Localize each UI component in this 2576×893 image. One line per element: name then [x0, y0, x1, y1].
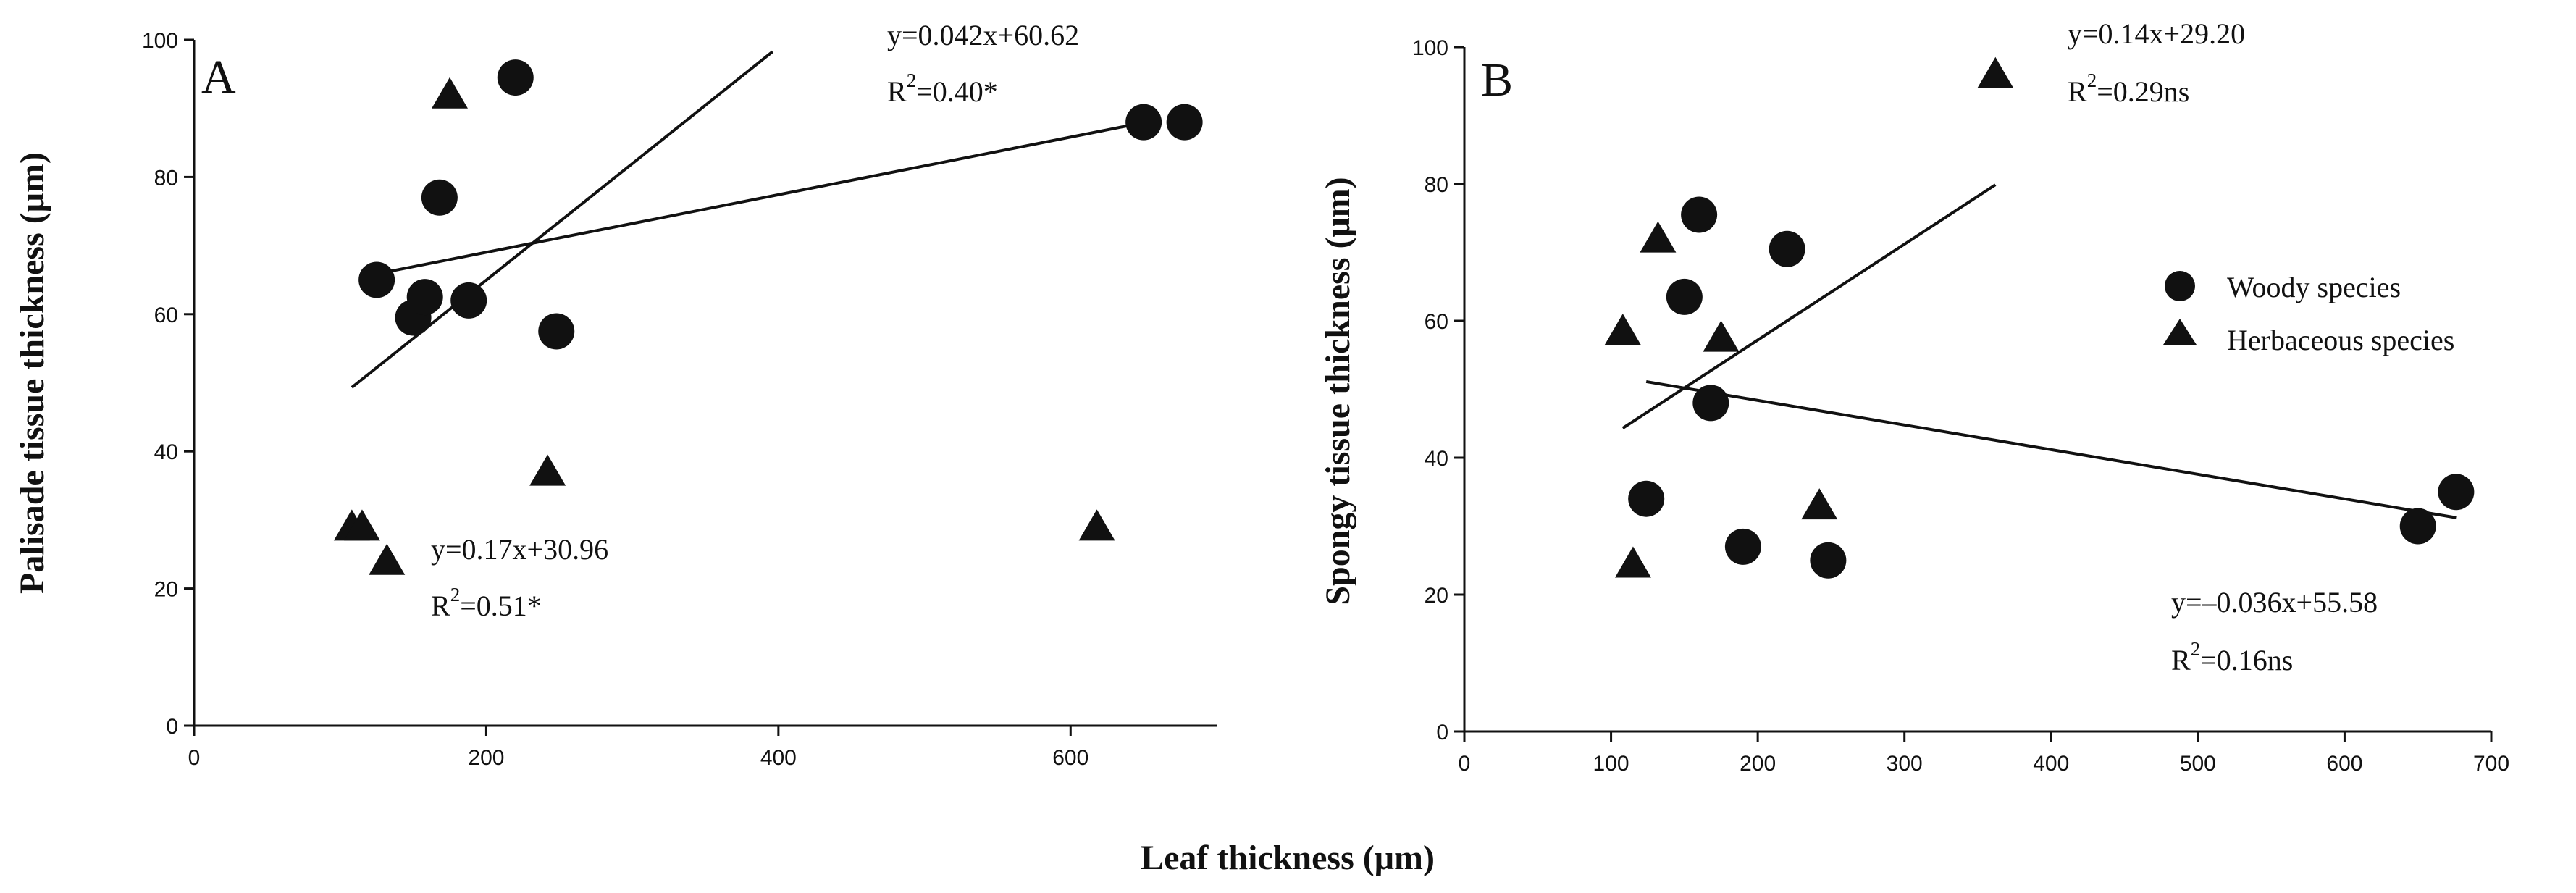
y-tick-label: 20 — [1425, 584, 1448, 608]
y-tick-label: 0 — [1436, 721, 1448, 745]
panel-b-herb-fit-line — [1621, 183, 1997, 429]
panel-a-woody-fit-line — [376, 121, 1144, 276]
panel-a-herb-r2: R2=0.51* — [431, 584, 542, 622]
woody-point — [497, 59, 534, 96]
r2-value: =0.40* — [916, 75, 998, 108]
r2-symbol: R — [2171, 644, 2191, 676]
panel-b: B Spongy tissue thickness (μm) 020406080… — [1319, 17, 2509, 776]
herbaceous-point — [1604, 314, 1641, 345]
woody-point — [1681, 196, 1718, 233]
r2-value: =0.29ns — [2097, 75, 2189, 108]
panel-b-axes: 0 20 40 60 80 100 0 100 200 300 400 500 600 700 — [1412, 36, 2509, 776]
legend-triangle-marker — [2163, 319, 2197, 345]
r2-symbol: R — [887, 75, 907, 108]
y-tick-label: 100 — [1412, 36, 1448, 60]
panel-b-herb-r2: R2=0.29ns — [2068, 70, 2189, 108]
herbaceous-point — [1078, 509, 1115, 541]
x-tick-label: 600 — [1052, 746, 1088, 770]
panel-b-herb-equation: y=0.14x+29.20 — [2068, 17, 2245, 50]
woody-point — [1125, 104, 1162, 141]
panel-b-woody-equation: y=–0.036x+55.58 — [2171, 586, 2378, 619]
panel-b-label: B — [1481, 54, 1513, 106]
y-tick-label: 20 — [154, 578, 178, 602]
y-tick-label: 60 — [1425, 310, 1448, 334]
panel-a-label: A — [201, 51, 236, 104]
woody-point — [1628, 480, 1665, 517]
woody-point — [1769, 230, 1805, 267]
y-tick-label: 0 — [166, 715, 178, 739]
y-tick-label: 100 — [142, 29, 178, 53]
panel-b-fit-lines — [1621, 183, 2457, 519]
x-tick-label: 200 — [468, 746, 504, 770]
x-tick-label: 700 — [2473, 752, 2509, 776]
x-tick-label: 0 — [1459, 752, 1471, 776]
woody-point — [1810, 542, 1847, 579]
x-tick-label: 500 — [2180, 752, 2216, 776]
woody-point — [1666, 278, 1703, 315]
x-tick-label: 400 — [2033, 752, 2069, 776]
panel-b-points — [1604, 56, 2475, 579]
woody-point — [450, 282, 487, 319]
herbaceous-point — [529, 454, 566, 486]
r2-symbol: R — [431, 590, 450, 622]
legend-circle-marker — [2165, 271, 2195, 301]
woody-point — [538, 313, 575, 350]
herbaceous-point — [1614, 546, 1651, 578]
panel-a-woody-equation: y=0.042x+60.62 — [887, 19, 1079, 51]
woody-point — [2438, 474, 2475, 511]
legend: Woody species Herbaceous species — [2163, 271, 2454, 356]
woody-point — [406, 279, 443, 316]
panel-a-woody-r2: R2=0.40* — [887, 70, 998, 108]
panel-a-fit-lines — [351, 50, 1144, 389]
herbaceous-point — [1801, 488, 1838, 520]
r2-symbol: R — [2068, 75, 2087, 108]
panel-a-herb-equation: y=0.17x+30.96 — [431, 533, 608, 566]
y-tick-label: 80 — [154, 166, 178, 190]
y-tick-label: 60 — [154, 303, 178, 327]
herbaceous-point — [369, 543, 406, 575]
r2-value: =0.16ns — [2200, 644, 2293, 676]
x-tick-label: 200 — [1740, 752, 1776, 776]
r2-superscript: 2 — [2191, 638, 2201, 660]
r2-superscript: 2 — [450, 584, 461, 605]
x-tick-label: 600 — [2326, 752, 2362, 776]
panel-a: A Palisade tissue thickness (μm) 0204060… — [13, 19, 1217, 770]
woody-point — [358, 261, 395, 298]
x-tick-label: 400 — [760, 746, 797, 770]
woody-point — [1692, 385, 1729, 422]
herbaceous-point — [1703, 320, 1740, 352]
legend-herb-label: Herbaceous species — [2227, 324, 2454, 356]
r2-value: =0.51* — [460, 590, 542, 622]
herbaceous-point — [432, 77, 468, 109]
x-tick-label: 300 — [1887, 752, 1923, 776]
panel-a-ylabel: Palisade tissue thickness (μm) — [13, 152, 51, 594]
panel-a-axes: 0 20 40 60 80 100 0 200 400 600 — [142, 29, 1217, 770]
x-tick-label: 100 — [1593, 752, 1629, 776]
woody-point — [421, 179, 458, 216]
y-tick-label: 80 — [1425, 173, 1448, 197]
y-tick-label: 40 — [1425, 447, 1448, 471]
legend-woody-label: Woody species — [2227, 271, 2401, 303]
panel-b-ylabel: Spongy tissue thickness (μm) — [1319, 177, 1357, 605]
woody-point — [1724, 528, 1761, 565]
r2-superscript: 2 — [907, 70, 917, 91]
herbaceous-point — [1640, 221, 1677, 253]
herbaceous-point — [343, 509, 380, 541]
panel-a-points — [333, 59, 1203, 575]
woody-point — [2399, 508, 2436, 545]
y-tick-label: 40 — [154, 440, 178, 464]
x-tick-label: 0 — [188, 746, 201, 770]
panel-b-woody-fit-line — [1645, 380, 2457, 519]
panel-b-woody-r2: R2=0.16ns — [2171, 638, 2293, 676]
r2-superscript: 2 — [2087, 70, 2097, 91]
woody-point — [1166, 104, 1203, 141]
herbaceous-point — [1977, 56, 2014, 88]
shared-xlabel: Leaf thickness (μm) — [1141, 839, 1435, 877]
